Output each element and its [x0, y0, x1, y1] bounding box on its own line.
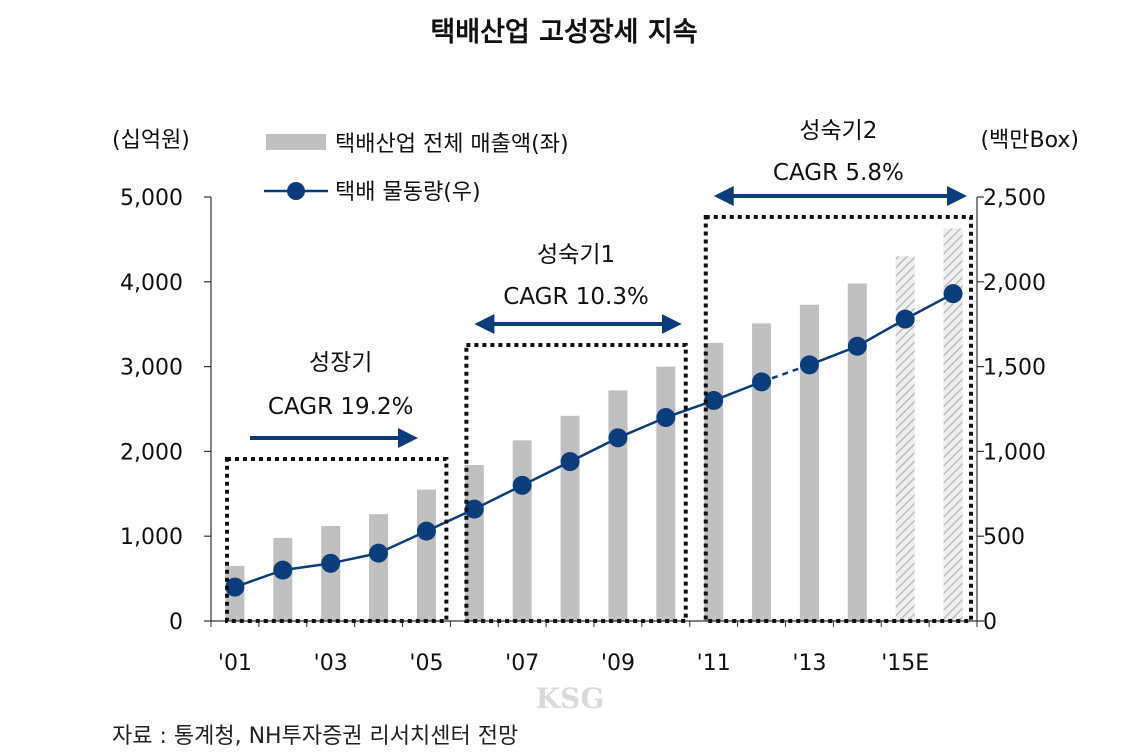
x-axis-tick-label: '03: [314, 651, 348, 676]
volume-line-segment-dashed: [761, 363, 810, 384]
x-axis-tick-label: '11: [697, 651, 731, 676]
phase-cagr: CAGR 19.2%: [268, 394, 414, 420]
source-note: 자료 : 통계청, NH투자증권 리서치센터 전망: [112, 724, 518, 749]
x-axis-tick-label: '07: [505, 651, 539, 676]
right-axis-tick-label: 1,500: [983, 356, 1046, 381]
right-axis-tick-label: 0: [983, 610, 997, 635]
volume-point: [704, 391, 724, 411]
right-axis-tick-label: 2,000: [983, 271, 1046, 296]
right-axis-tick-label: 1,000: [983, 440, 1046, 465]
bar-revenue: [752, 323, 772, 621]
bar-revenue: [369, 514, 389, 621]
legend-line-label: 택배 물동량(우): [335, 180, 481, 205]
phase-cagr: CAGR 10.3%: [503, 284, 649, 310]
bar-revenue: [656, 366, 676, 621]
volume-point: [752, 372, 772, 392]
volume-point: [656, 407, 676, 427]
volume-point: [321, 553, 341, 573]
volume-point: [895, 309, 915, 329]
left-axis-tick-label: 5,000: [120, 186, 183, 211]
left-axis-unit: (십억원): [112, 128, 190, 153]
bar-revenue: [560, 415, 580, 621]
volume-point: [225, 577, 245, 597]
bar-revenue: [847, 283, 867, 621]
bar-revenue: [608, 390, 628, 621]
phase-box: [225, 457, 449, 623]
bar-revenue: [512, 440, 532, 621]
left-axis-tick-label: 3,000: [120, 356, 183, 381]
volume-point: [943, 284, 963, 304]
x-axis-tick-label: '15E: [881, 651, 929, 676]
volume-point: [847, 336, 867, 356]
bar-revenue: [321, 526, 341, 621]
chart-title: 택배산업 고성장세 지속: [430, 17, 697, 48]
phase-name: 성장기: [309, 350, 372, 376]
legend-bar-swatch: [266, 134, 326, 150]
volume-point: [608, 428, 628, 448]
volume-point: [416, 521, 436, 541]
legend-bar-label: 택배산업 전체 매출액(좌): [335, 132, 569, 157]
plot-area: 0 1,000 2,000 3,000 4,000 5,000 0 500 1,000 1,500…: [120, 118, 1046, 715]
bar-revenue: [799, 304, 819, 621]
left-axis-tick-label: 4,000: [120, 271, 183, 296]
left-axis-tick-label: 1,000: [120, 525, 183, 550]
volume-point: [560, 452, 580, 472]
bar-revenue: [704, 342, 724, 621]
volume-point: [273, 560, 293, 580]
legend: 택배산업 전체 매출액(좌) 택배 물동량(우): [264, 132, 569, 205]
phase-name: 성숙기1: [537, 242, 615, 268]
x-axis-tick-label: '09: [601, 651, 635, 676]
x-axis-tick-label: '01: [218, 651, 252, 676]
watermark: KSG: [536, 682, 604, 715]
phase-box: [703, 215, 973, 623]
left-axis-tick-label: 2,000: [120, 440, 183, 465]
right-axis-tick-label: 2,500: [983, 186, 1046, 211]
bar-revenue: [416, 489, 436, 621]
legend-line-marker: [287, 182, 305, 200]
phase-cagr: CAGR 5.8%: [773, 160, 904, 186]
volume-point: [799, 355, 819, 375]
bar-revenue-estimate: [895, 256, 915, 621]
bar-revenue-estimate: [943, 228, 963, 621]
volume-point: [512, 475, 532, 495]
volume-point: [369, 543, 389, 563]
x-axis-tick-label: '05: [409, 651, 443, 676]
right-axis-tick-label: 500: [983, 525, 1025, 550]
volume-point: [464, 499, 484, 519]
phase-name: 성숙기2: [799, 118, 877, 144]
right-axis-unit: (백만Box): [980, 128, 1079, 153]
left-axis-tick-label: 0: [169, 610, 183, 635]
x-axis-tick-label: '13: [792, 651, 826, 676]
